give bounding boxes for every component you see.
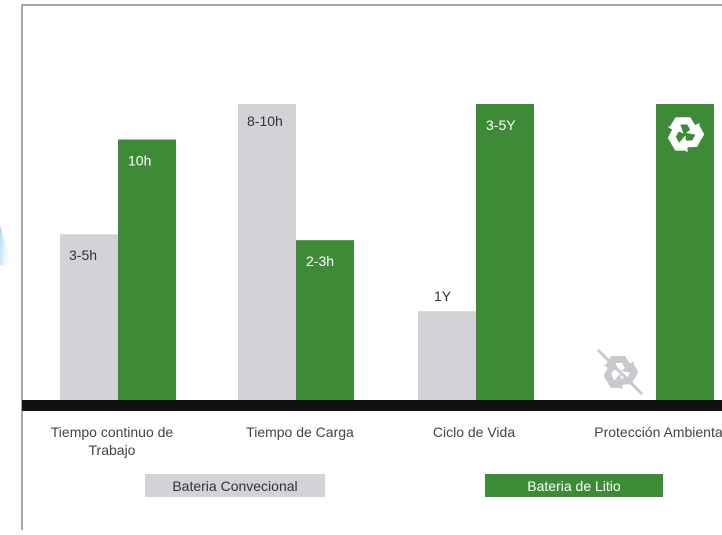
decorative-mark [0, 225, 14, 270]
bar-convencional-1 [238, 104, 296, 400]
data-label-0-0: 3-5h [69, 247, 97, 263]
legend-swatch-0 [145, 474, 325, 497]
legend-swatch-1 [485, 474, 663, 497]
recycle-icon [667, 117, 705, 153]
bar-convencional-2 [418, 311, 476, 400]
category-label-2: Ciclo de Vida [433, 424, 515, 440]
data-label-1-1: 2-3h [306, 253, 334, 269]
bar-litio-2 [476, 104, 534, 400]
category-label-0: Trabajo [89, 442, 136, 458]
bar-litio-3 [656, 104, 714, 400]
bar-litio-1 [296, 240, 354, 400]
category-label-3: Protección Ambiental [594, 424, 722, 440]
category-label-1: Tiempo de Carga [246, 424, 354, 440]
legend-label-0: Bateria Convecional [172, 478, 297, 494]
data-label-0-1: 8-10h [247, 113, 283, 129]
recycle-crossed-icon [596, 348, 644, 396]
data-label-1-2: 3-5Y [486, 117, 516, 133]
bar-convencional-0 [60, 234, 118, 400]
bar-litio-0 [118, 139, 176, 400]
x-axis-baseline [22, 400, 722, 411]
data-label-0-2: 1Y [434, 288, 452, 304]
chart-frame [21, 4, 722, 535]
data-label-1-0: 10h [128, 153, 151, 169]
category-label-0: Tiempo continuo de [51, 424, 174, 440]
legend-label-1: Bateria de Litio [527, 478, 621, 494]
